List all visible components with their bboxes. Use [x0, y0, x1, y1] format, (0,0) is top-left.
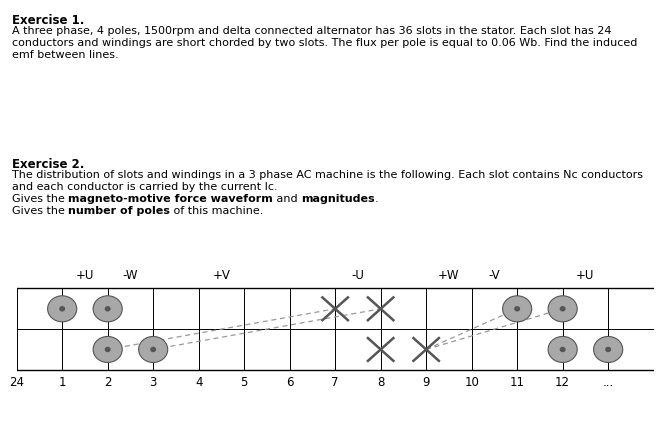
Text: +V: +V	[213, 269, 230, 282]
Circle shape	[560, 348, 565, 351]
Circle shape	[105, 348, 110, 351]
Text: 12: 12	[555, 376, 570, 389]
Text: 10: 10	[464, 376, 479, 389]
Text: magnitudes: magnitudes	[301, 194, 375, 204]
Text: and each conductor is carried by the current Ic.: and each conductor is carried by the cur…	[12, 182, 277, 192]
Text: number of poles: number of poles	[69, 206, 170, 216]
Text: 11: 11	[510, 376, 525, 389]
Text: +U: +U	[76, 269, 94, 282]
Text: .: .	[375, 194, 378, 204]
Circle shape	[548, 336, 577, 363]
Circle shape	[139, 336, 167, 363]
Text: 24: 24	[9, 376, 24, 389]
Text: conductors and windings are short chorded by two slots. The flux per pole is equ: conductors and windings are short chorde…	[12, 38, 638, 48]
Text: 4: 4	[195, 376, 202, 389]
Circle shape	[594, 336, 623, 363]
Text: 5: 5	[241, 376, 248, 389]
Text: The distribution of slots and windings in a 3 phase AC machine is the following.: The distribution of slots and windings i…	[12, 170, 643, 180]
Circle shape	[606, 348, 610, 351]
Text: emf between lines.: emf between lines.	[12, 50, 119, 59]
Text: of this machine.: of this machine.	[170, 206, 263, 216]
Text: Gives the: Gives the	[12, 206, 69, 216]
Text: A three phase, 4 poles, 1500rpm and delta connected alternator has 36 slots in t: A three phase, 4 poles, 1500rpm and delt…	[12, 26, 612, 36]
Text: 6: 6	[286, 376, 293, 389]
Text: 7: 7	[331, 376, 339, 389]
Circle shape	[93, 296, 122, 322]
Circle shape	[560, 307, 565, 311]
Text: 3: 3	[149, 376, 157, 389]
Text: 8: 8	[377, 376, 384, 389]
Text: Gives the: Gives the	[12, 194, 69, 204]
Text: -U: -U	[352, 269, 364, 282]
Text: 1: 1	[59, 376, 66, 389]
Circle shape	[60, 307, 65, 311]
Text: +U: +U	[576, 269, 594, 282]
Text: -V: -V	[489, 269, 500, 282]
Text: Exercise 1.: Exercise 1.	[12, 14, 85, 27]
Circle shape	[47, 296, 77, 322]
Text: +W: +W	[438, 269, 460, 282]
Text: magneto-motive force waveform: magneto-motive force waveform	[69, 194, 273, 204]
Circle shape	[515, 307, 520, 311]
Text: and: and	[273, 194, 301, 204]
Circle shape	[503, 296, 532, 322]
Text: 9: 9	[422, 376, 430, 389]
Text: Exercise 2.: Exercise 2.	[12, 158, 85, 171]
Text: -W: -W	[123, 269, 138, 282]
Circle shape	[93, 336, 122, 363]
Circle shape	[151, 348, 155, 351]
Circle shape	[105, 307, 110, 311]
Circle shape	[548, 296, 577, 322]
Text: ...: ...	[602, 376, 614, 389]
Text: 2: 2	[104, 376, 111, 389]
